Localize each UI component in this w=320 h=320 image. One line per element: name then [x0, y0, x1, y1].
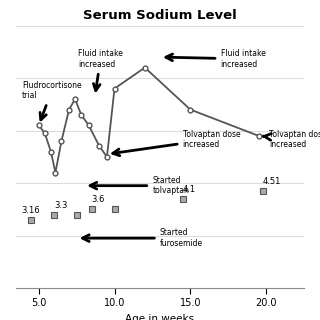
Text: Fluid intake
increased: Fluid intake increased	[78, 49, 123, 91]
X-axis label: Age in weeks: Age in weeks	[125, 314, 195, 320]
Text: Started
tolvaptan: Started tolvaptan	[90, 176, 189, 196]
Text: Tolvaptan dose
increased: Tolvaptan dose increased	[113, 130, 240, 156]
Text: Fludrocortisone
trial: Fludrocortisone trial	[22, 81, 82, 120]
Text: Tolvaptan dos-
increased: Tolvaptan dos- increased	[263, 130, 320, 149]
Text: 3.3: 3.3	[54, 201, 67, 210]
Text: Fluid intake
increased: Fluid intake increased	[166, 49, 266, 68]
Title: Serum Sodium Level: Serum Sodium Level	[83, 9, 237, 22]
Text: 3.6: 3.6	[92, 195, 105, 204]
Text: 3.16: 3.16	[21, 206, 40, 215]
Text: Started
furosemide: Started furosemide	[83, 228, 203, 248]
Text: 4.1: 4.1	[183, 185, 196, 194]
Text: 4.51: 4.51	[263, 177, 282, 186]
